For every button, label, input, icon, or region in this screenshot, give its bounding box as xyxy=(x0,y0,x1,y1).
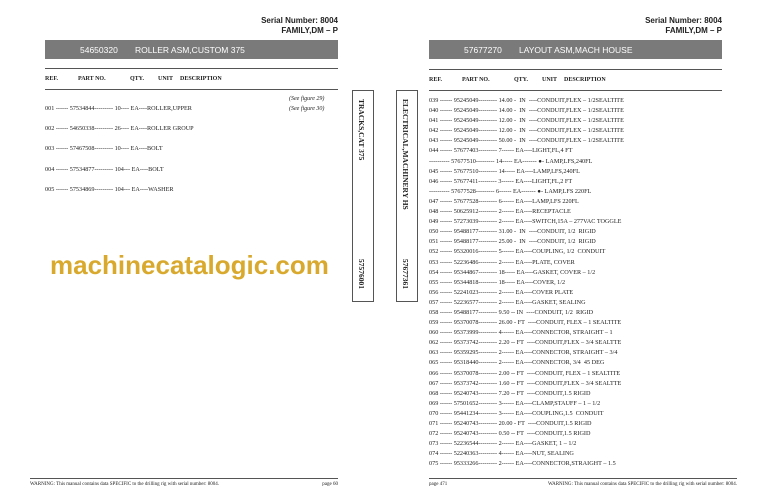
section-tab-tracks[interactable]: TRACKS,CAT 375 57576001 xyxy=(352,90,374,302)
footer-warning: WARNING: This manual contains data SPECI… xyxy=(547,482,737,487)
section-tab-electrical[interactable]: ELECTRICAL,MACHINERY HS 57677361 xyxy=(396,90,418,302)
left-footer: WARNING: This manual contains data SPECI… xyxy=(30,478,338,487)
page-number: page 471 xyxy=(429,482,448,487)
table-row: 040 ------ 95245049--------- 14.00 - IN … xyxy=(429,107,624,115)
figure-link[interactable]: (See figure 29) xyxy=(289,96,325,102)
table-row: 050 ------ 95488177--------- 31.00 - IN … xyxy=(429,228,596,236)
left-serial: Serial Number: 8004 FAMILY,DM – P xyxy=(250,16,338,36)
table-row: 048 ------ 50625912--------- 2------ EA-… xyxy=(429,208,571,216)
figure-link[interactable]: (See figure 30) xyxy=(289,106,325,113)
assembly-number: 54650320 xyxy=(80,44,118,55)
table-row: 045 ------ 57677510--------- 14----- EA-… xyxy=(429,167,580,175)
right-serial: Serial Number: 8004 FAMILY,DM – P xyxy=(634,16,722,36)
col-qty: QTY. xyxy=(130,76,144,82)
table-row: 044 ------ 57677403--------- 7------ EA-… xyxy=(429,147,573,155)
table-row: 069 ------ 57501652--------- 3------ EA-… xyxy=(429,399,601,407)
footer-warning: WARNING: This manual contains data SPECI… xyxy=(30,482,220,487)
table-row: 046 ------ 57677411--------- 3------ EA-… xyxy=(429,177,573,185)
col-unit: UNIT xyxy=(542,77,558,83)
table-row: 060 ------ 95373999--------- 4------ EA-… xyxy=(429,329,613,337)
left-title-band: 54650320 ROLLER ASM,CUSTOM 375 xyxy=(45,40,338,59)
table-row: 057 ------ 52236577--------- 2------ EA-… xyxy=(429,298,586,306)
table-row: ---------- 57677528--------- 6------ EA-… xyxy=(429,187,592,195)
table-row: 056 ------ 52241023--------- 2------ EA-… xyxy=(429,288,574,296)
table-row: 053 ------ 52236486--------- 2------ EA-… xyxy=(429,258,575,266)
col-part: PART NO. xyxy=(78,76,106,82)
col-desc: DESCRIPTION xyxy=(180,76,222,82)
table-row: 067 ------ 95373742--------- 1.60 -- FT … xyxy=(429,379,622,387)
table-row: 049 ------ 57273039--------- 2------ EA-… xyxy=(429,218,622,226)
right-title-band: 57677270 LAYOUT ASM,MACH HOUSE xyxy=(429,40,722,59)
table-row: 002 ------ 54650338--------- 26---- EA--… xyxy=(45,125,194,133)
table-row: 062 ------ 95373742--------- 2.20 -- FT … xyxy=(429,339,622,347)
serial-number: Serial Number: 8004 xyxy=(261,16,338,25)
table-row: 066 ------ 95370078--------- 2.00 -- FT … xyxy=(429,369,621,377)
right-column-headers: REF. PART NO. QTY. UNIT DESCRIPTION xyxy=(429,69,722,91)
tab-title: TRACKS,CAT 375 xyxy=(357,99,366,161)
table-row: 052 ------ 95320016--------- 5------ EA-… xyxy=(429,248,606,256)
table-row: 047 ------ 57677528--------- 6------ EA-… xyxy=(429,197,579,205)
col-ref: REF. xyxy=(429,77,442,83)
col-desc: DESCRIPTION xyxy=(564,77,606,83)
table-row: 042 ------ 95245049--------- 12.00 - IN … xyxy=(429,127,624,135)
table-row: 003 ------ 57467508--------- 10---- EA--… xyxy=(45,145,163,153)
watermark: machinecatalogic.com xyxy=(50,250,329,280)
table-row: 043 ------ 95245049--------- 50.00 - IN … xyxy=(429,137,624,145)
table-row: 075 ------ 95333266--------- 2------ EA-… xyxy=(429,460,616,468)
table-row: 059 ------ 95370078--------- 26.00 - FT … xyxy=(429,319,622,327)
col-part: PART NO. xyxy=(462,77,490,83)
col-unit: UNIT xyxy=(158,76,174,82)
col-ref: REF. xyxy=(45,76,58,82)
assembly-number: 57677270 xyxy=(464,44,502,55)
right-parts-list: 039 ------ 95245049--------- 14.00 - IN … xyxy=(429,96,624,469)
left-column-headers: REF. PART NO. QTY. UNIT DESCRIPTION xyxy=(45,68,338,90)
right-footer: page 471 WARNING: This manual contains d… xyxy=(429,478,737,487)
col-qty: QTY. xyxy=(514,77,528,83)
table-row: 073 ------ 52236544--------- 2------ EA-… xyxy=(429,440,577,448)
table-row: 051 ------ 95488177--------- 25.00 - IN … xyxy=(429,238,596,246)
table-row: 001 ------ 57534844--------- 10---- EA--… xyxy=(45,105,192,113)
table-row: 055 ------ 95344818--------- 18----- EA-… xyxy=(429,278,566,286)
assembly-title: ROLLER ASM,CUSTOM 375 xyxy=(135,44,245,55)
tab-title: ELECTRICAL,MACHINERY HS xyxy=(401,99,410,210)
page-number: page 60 xyxy=(322,482,338,487)
table-row: 054 ------ 95344867--------- 18----- EA-… xyxy=(429,268,596,276)
table-row: 004 ------ 57534877--------- 104--- EA--… xyxy=(45,165,164,173)
table-row: 039 ------ 95245049--------- 14.00 - IN … xyxy=(429,97,624,104)
table-row: 065 ------ 95318440--------- 2------ EA-… xyxy=(429,359,605,367)
table-row: ---------- 57677510--------- 14----- EA-… xyxy=(429,157,593,165)
table-row: 070 ------ 95441234--------- 3------ EA-… xyxy=(429,409,604,417)
table-row: 074 ------ 52240363--------- 4------ EA-… xyxy=(429,450,574,458)
table-row: 068 ------ 95240743--------- 7.20 -- FT … xyxy=(429,389,591,397)
tab-number: 57576001 xyxy=(357,259,366,289)
assembly-title: LAYOUT ASM,MACH HOUSE xyxy=(519,44,633,55)
table-row: 063 ------ 95359295--------- 2------ EA-… xyxy=(429,349,618,357)
table-row: 071 ------ 95240743--------- 20.00 - FT … xyxy=(429,420,592,427)
family: FAMILY,DM – P xyxy=(281,26,338,35)
table-row: 072 ------ 95240743--------- 0.50 -- FT … xyxy=(429,430,591,438)
left-parts-list: 001 ------ 57534844--------- 10---- EA--… xyxy=(45,94,194,195)
table-row: 058 ------ 95488177--------- 9.50 -- IN … xyxy=(429,308,594,316)
table-row: 005 ------ 57534869--------- 104--- EA--… xyxy=(45,185,174,193)
tab-number: 57677361 xyxy=(401,259,410,289)
table-row: 041 ------ 95245049--------- 12.00 - IN … xyxy=(429,117,624,125)
family: FAMILY,DM – P xyxy=(665,26,722,35)
serial-number: Serial Number: 8004 xyxy=(645,16,722,25)
figure-refs: (See figure 29) (See figure 30) xyxy=(289,94,324,114)
